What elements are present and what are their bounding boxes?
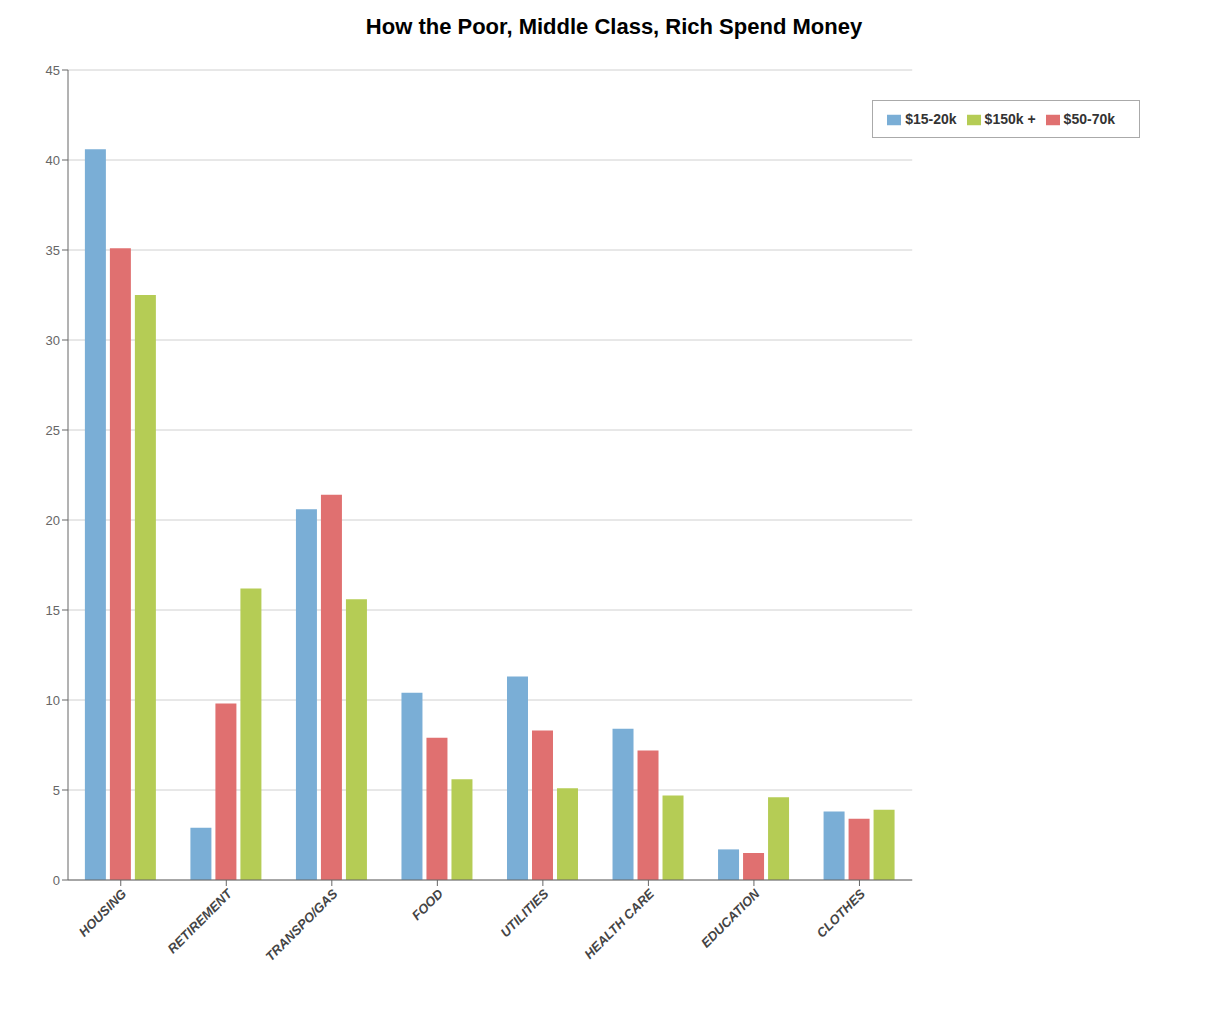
svg-text:UTILITIES: UTILITIES: [498, 886, 552, 940]
html-text:$15-20k: $15-20k: [905, 111, 957, 127]
svg-text:TRANSPO/GAS: TRANSPO/GAS: [262, 886, 340, 964]
svg-text:FOOD: FOOD: [409, 886, 447, 924]
svg-text:5: 5: [53, 783, 60, 798]
svg-text:EDUCATION: EDUCATION: [698, 886, 763, 951]
svg-text:10: 10: [46, 693, 60, 708]
svg-text:35: 35: [46, 243, 60, 258]
svg-text:45: 45: [46, 63, 60, 78]
svg-text:0: 0: [53, 873, 60, 888]
html-text:How the Poor, Middle Class, Ri: How the Poor, Middle Class, Rich Spend M…: [365, 14, 863, 39]
svg-text:30: 30: [46, 333, 60, 348]
svg-text:25: 25: [46, 423, 60, 438]
svg-text:40: 40: [46, 153, 60, 168]
svg-text:CLOTHES: CLOTHES: [814, 886, 869, 941]
svg-text:HEALTH CARE: HEALTH CARE: [581, 886, 657, 962]
svg-text:HOUSING: HOUSING: [76, 886, 130, 940]
html-text:$150k +: $150k +: [984, 111, 1036, 127]
html-text:$50-70k: $50-70k: [1063, 111, 1115, 127]
svg-text:15: 15: [46, 603, 60, 618]
svg-text:RETIREMENT: RETIREMENT: [165, 885, 236, 956]
svg-text:20: 20: [46, 513, 60, 528]
